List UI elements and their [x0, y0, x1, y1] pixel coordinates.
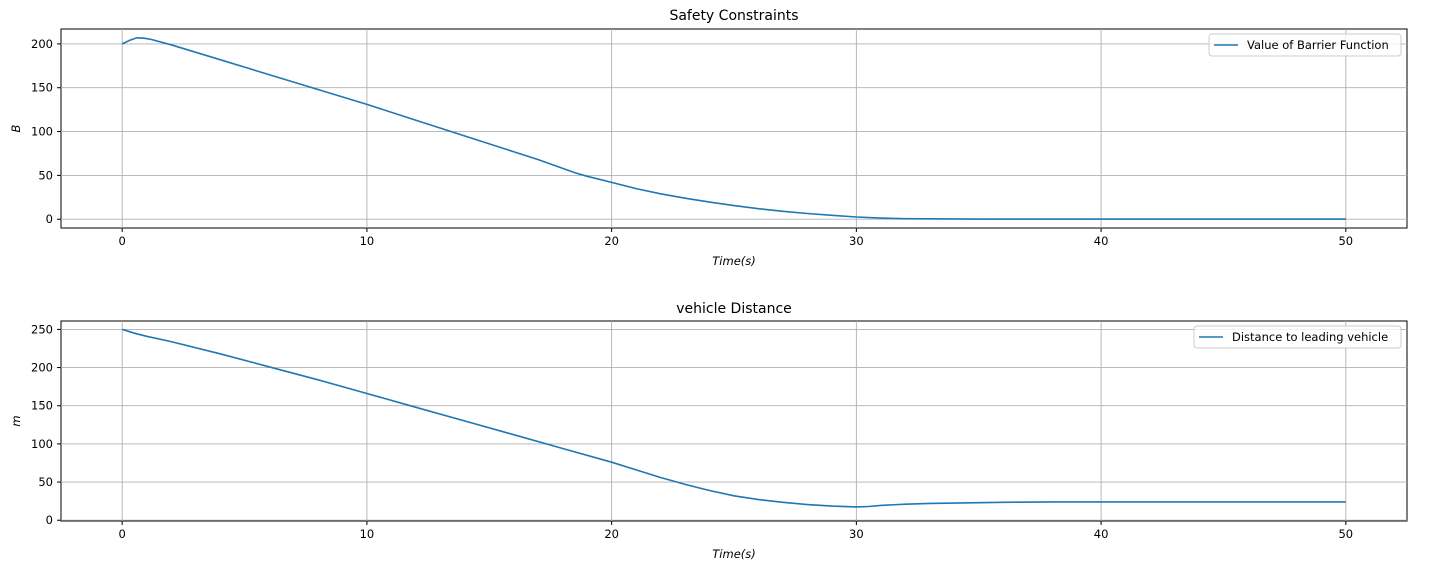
y-tick-label: 200	[31, 37, 53, 51]
legend-label: Value of Barrier Function	[1247, 38, 1389, 52]
series	[121, 36, 1346, 220]
series-line	[121, 36, 1346, 220]
grid	[61, 321, 1407, 521]
y-tick-label: 0	[46, 212, 53, 226]
y-tick-label: 150	[31, 81, 53, 95]
safety-constraints-panel: 0 10 20 30 40 50 0 50 100 150 200 Safety Constrain…	[9, 8, 1408, 268]
legend-box	[1193, 325, 1402, 349]
series-line	[121, 328, 1346, 508]
y-axis-label: B	[9, 124, 23, 132]
y-tick-label: 0	[46, 513, 53, 527]
x-tick-label: 10	[360, 234, 375, 248]
y-axis-label: m	[9, 415, 23, 426]
y-tick-label: 100	[31, 437, 53, 451]
x-tick-label: 10	[360, 527, 375, 541]
ticks: 0 10 20 30 40 50 0 50 100 150 200	[31, 37, 1353, 248]
x-axis-label: Time(s)	[712, 547, 755, 561]
x-tick-label: 20	[604, 527, 619, 541]
y-tick-label: 50	[38, 475, 53, 489]
x-tick-label: 40	[1094, 234, 1109, 248]
x-tick-label: 30	[849, 527, 864, 541]
legend: Value of Barrier Function	[1208, 33, 1402, 57]
x-tick-label: 50	[1338, 527, 1353, 541]
legend-label: Distance to leading vehicle	[1232, 330, 1388, 344]
chart-title: Safety Constraints	[669, 8, 798, 24]
legend: Distance to leading vehicle	[1193, 325, 1402, 349]
x-tick-label: 50	[1338, 234, 1353, 248]
y-tick-label: 200	[31, 361, 53, 375]
grid	[61, 29, 1407, 228]
series	[121, 328, 1346, 508]
x-tick-label: 30	[849, 234, 864, 248]
ticks: 0 10 20 30 40 50 0 50 100 150 200 250	[31, 322, 1353, 541]
x-tick-label: 0	[119, 234, 126, 248]
y-tick-label: 250	[31, 322, 53, 336]
vehicle-distance-panel: 0 10 20 30 40 50 0 50 100 150 200 250 vehicle Dista…	[9, 301, 1408, 561]
x-axis-label: Time(s)	[712, 254, 755, 268]
x-tick-label: 20	[604, 234, 619, 248]
legend-box	[1208, 33, 1402, 57]
y-tick-label: 50	[38, 168, 53, 182]
x-tick-label: 40	[1094, 527, 1109, 541]
plot-frame	[60, 28, 1408, 229]
chart-title: vehicle Distance	[676, 301, 792, 317]
x-tick-label: 0	[119, 527, 126, 541]
plot-frame	[60, 320, 1408, 522]
y-tick-label: 150	[31, 399, 53, 413]
y-tick-label: 100	[31, 125, 53, 139]
